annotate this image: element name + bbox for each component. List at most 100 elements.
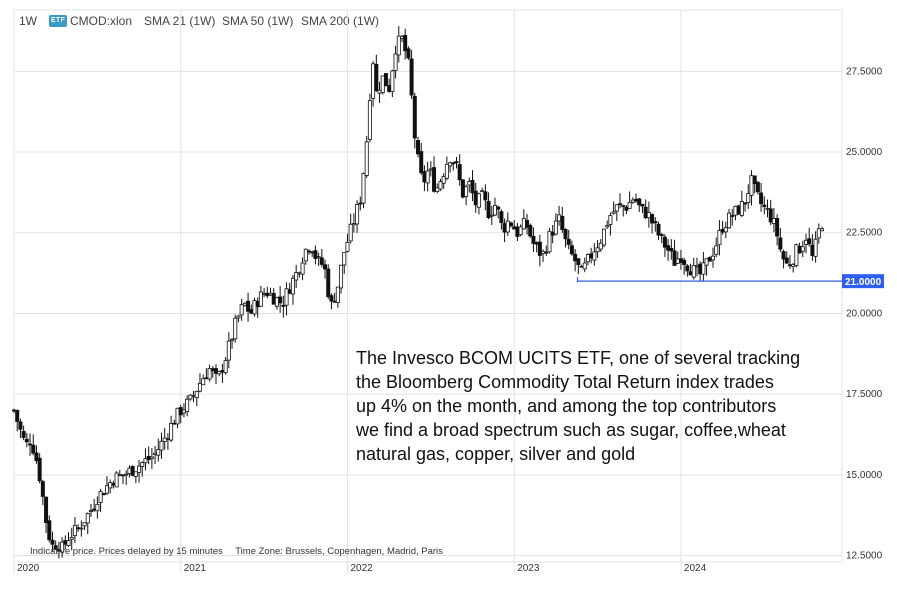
candle-body xyxy=(521,218,526,230)
candle-body xyxy=(566,238,571,245)
symbol-label[interactable]: CMOD:xlon xyxy=(70,14,133,28)
candle-body xyxy=(464,186,469,197)
candle-body xyxy=(579,265,584,268)
candle-body xyxy=(515,226,520,237)
candle-body xyxy=(76,527,81,530)
candle-body xyxy=(768,208,773,223)
etf-badge: ETF xyxy=(49,15,67,27)
candle-body xyxy=(797,245,802,254)
candle-body xyxy=(627,201,632,209)
candle-body xyxy=(85,512,90,524)
candle-body xyxy=(688,271,693,276)
candle-body xyxy=(121,474,126,477)
candle-body xyxy=(287,289,292,294)
sma200-legend[interactable]: SMA 200 (1W) xyxy=(301,14,380,28)
candle-body xyxy=(778,237,783,250)
candle-body xyxy=(525,220,530,228)
candle-body xyxy=(476,193,481,208)
candle-body xyxy=(682,259,687,265)
candle-body xyxy=(348,223,353,242)
candle-body xyxy=(656,223,661,236)
candle-body xyxy=(592,251,597,261)
candle-body xyxy=(733,205,738,216)
candle-body xyxy=(233,317,238,340)
candle-body xyxy=(794,244,799,266)
candle-body xyxy=(82,522,87,527)
candle-body xyxy=(736,205,741,215)
candle-body xyxy=(425,170,430,184)
candle-body xyxy=(210,368,215,372)
y-axis: 27.5000 25.0000 22.5000 20.0000 17.5000 15.00… xyxy=(846,66,883,561)
candle-body xyxy=(784,257,789,264)
candle-body xyxy=(550,231,555,236)
candle-body xyxy=(585,254,590,263)
candle-body xyxy=(262,292,267,295)
candle-body xyxy=(438,181,443,190)
candle-body xyxy=(739,200,744,216)
annotation-line: up 4% on the month, and among the top co… xyxy=(356,396,777,416)
candle-body xyxy=(759,192,764,205)
candle-body xyxy=(207,368,212,380)
candle-body xyxy=(707,257,712,262)
candle-body xyxy=(611,211,616,214)
candle-body xyxy=(775,218,780,237)
candle-body xyxy=(101,493,106,496)
candle-body xyxy=(807,238,812,245)
candle-body xyxy=(765,207,770,210)
candle-body xyxy=(383,73,388,87)
timezone-notice: Time Zone: Brussels, Copenhagen, Madrid,… xyxy=(235,546,443,557)
candle-body xyxy=(569,245,574,255)
interval-selector[interactable]: 1W xyxy=(19,14,37,28)
candle-body xyxy=(377,89,382,94)
candle-body xyxy=(800,246,805,252)
candle-body xyxy=(342,252,347,266)
candle-body xyxy=(544,251,549,254)
delay-notice: Indicative price. Prices delayed by 15 m… xyxy=(30,546,223,557)
candle-body xyxy=(335,286,340,304)
candle-body xyxy=(297,272,302,275)
x-tick-label: 2020 xyxy=(17,563,40,574)
candle-body xyxy=(104,485,109,494)
candle-body xyxy=(621,205,626,208)
candle-body xyxy=(454,161,459,164)
candle-body xyxy=(24,438,29,443)
candle-body xyxy=(284,288,289,306)
candle-body xyxy=(181,409,186,414)
candle-body xyxy=(576,258,581,266)
candle-body xyxy=(441,175,446,184)
candle-body xyxy=(675,258,680,264)
candle-body xyxy=(608,215,613,225)
candle-body xyxy=(528,224,533,237)
candle-body xyxy=(595,247,600,253)
candle-body xyxy=(258,291,263,307)
candle-body xyxy=(323,264,328,270)
candle-body xyxy=(755,182,760,193)
candle-body xyxy=(537,241,542,256)
candle-body xyxy=(374,63,379,92)
candle-body xyxy=(60,541,65,553)
candle-body xyxy=(390,70,395,92)
candle-body xyxy=(502,223,507,233)
candle-body xyxy=(162,437,167,442)
candle-body xyxy=(21,430,26,438)
candle-body xyxy=(310,251,315,254)
candle-body xyxy=(781,251,786,260)
candle-body xyxy=(72,525,77,537)
candle-body xyxy=(435,187,440,193)
candle-body xyxy=(791,264,796,267)
sma50-legend[interactable]: SMA 50 (1W) xyxy=(222,14,294,28)
candle-body xyxy=(489,214,494,217)
sma21-legend[interactable]: SMA 21 (1W) xyxy=(144,14,216,28)
candle-body xyxy=(242,302,247,306)
annotation-line: the Bloomberg Commodity Total Return ind… xyxy=(356,372,774,392)
candle-body xyxy=(672,250,677,266)
candle-body xyxy=(396,35,401,56)
candle-body xyxy=(512,226,517,230)
candle-body xyxy=(265,292,270,297)
candle-body xyxy=(185,398,190,412)
candle-body xyxy=(460,179,465,198)
candle-body xyxy=(332,300,337,303)
y-tick-label: 15.0000 xyxy=(846,470,883,481)
candle-body xyxy=(669,247,674,252)
